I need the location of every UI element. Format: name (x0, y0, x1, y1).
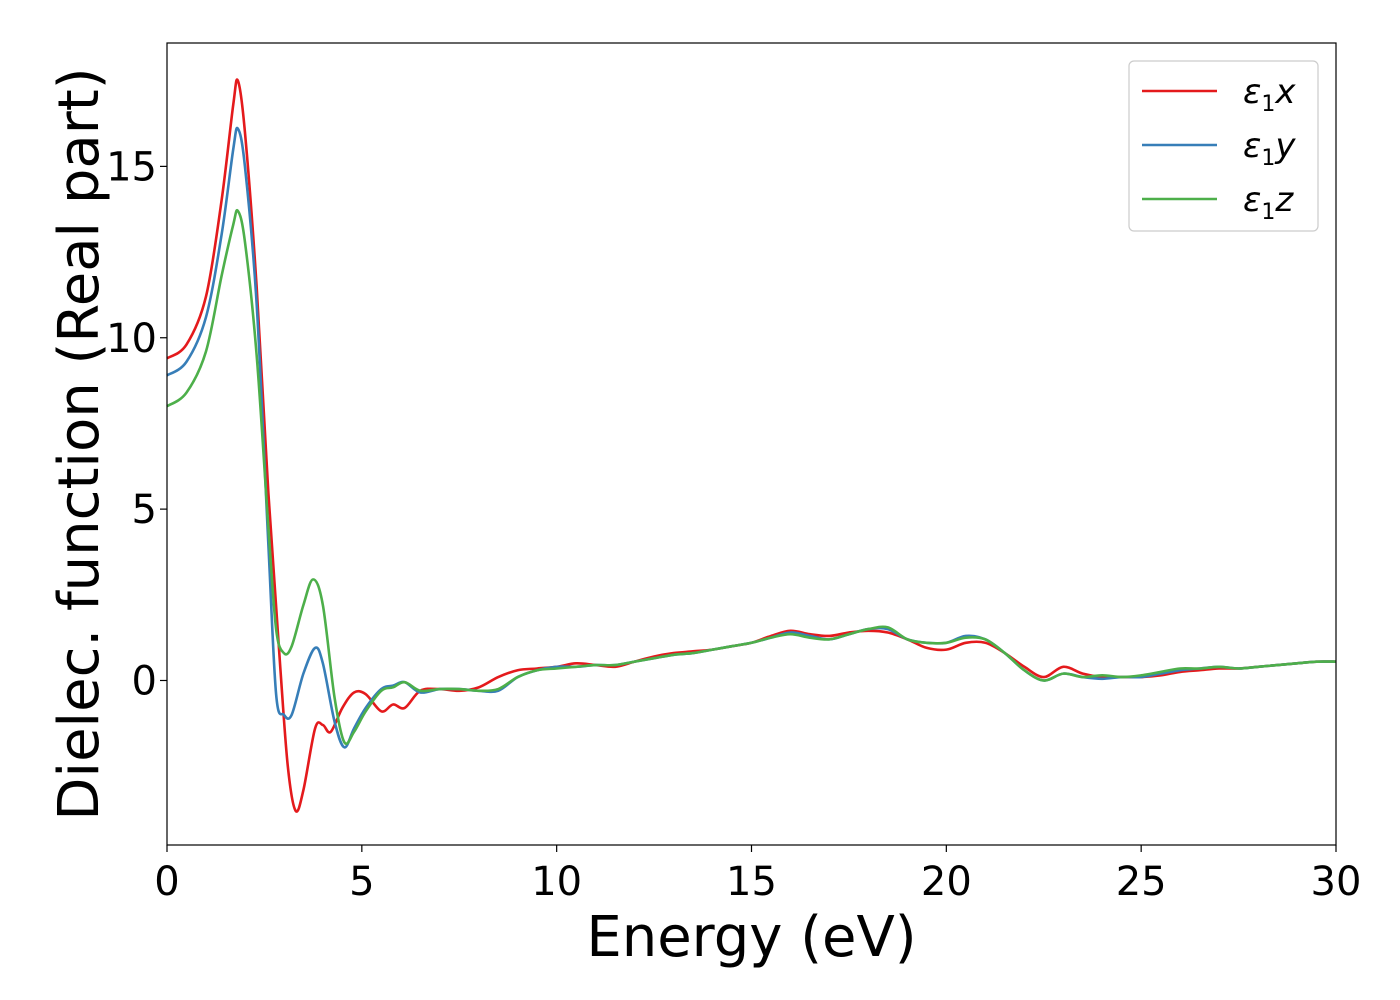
legend-label-z: ε1z (1243, 180, 1294, 225)
legend-subscript: 1 (1261, 92, 1275, 117)
x-tick-label: 20 (921, 859, 972, 905)
legend-component: z (1274, 180, 1294, 220)
legend-subscript: 1 (1261, 146, 1275, 171)
x-tick-label: 25 (1116, 859, 1167, 905)
legend-label-x: ε1x (1243, 72, 1296, 117)
x-tick-label: 5 (349, 859, 374, 905)
legend-subscript: 1 (1261, 200, 1275, 225)
y-tick-label: 5 (132, 487, 157, 533)
x-axis-ticks: 0 5 10 15 20 25 30 (154, 845, 1361, 905)
legend-component: y (1274, 126, 1296, 166)
y-tick-label: 0 (132, 658, 157, 704)
y-axis-title: Dielec. function (Real part) (47, 67, 112, 820)
x-tick-label: 15 (726, 859, 777, 905)
legend-symbol: ε (1243, 126, 1261, 166)
legend-symbol: ε (1243, 180, 1261, 220)
x-tick-label: 10 (531, 859, 582, 905)
legend-label-y: ε1y (1243, 126, 1296, 171)
x-tick-label: 30 (1311, 859, 1362, 905)
legend-box (1128, 60, 1319, 232)
x-tick-label: 0 (154, 859, 179, 905)
legend-component: x (1274, 72, 1296, 112)
series-lines (166, 78, 1337, 813)
legend-symbol: ε (1243, 72, 1261, 112)
y-tick-label: 15 (106, 144, 157, 190)
y-axis-ticks: 0 5 10 15 (106, 144, 167, 704)
x-axis-title: Energy (eV) (586, 905, 916, 970)
series-line-z (166, 208, 1337, 746)
y-tick-label: 10 (106, 316, 157, 362)
